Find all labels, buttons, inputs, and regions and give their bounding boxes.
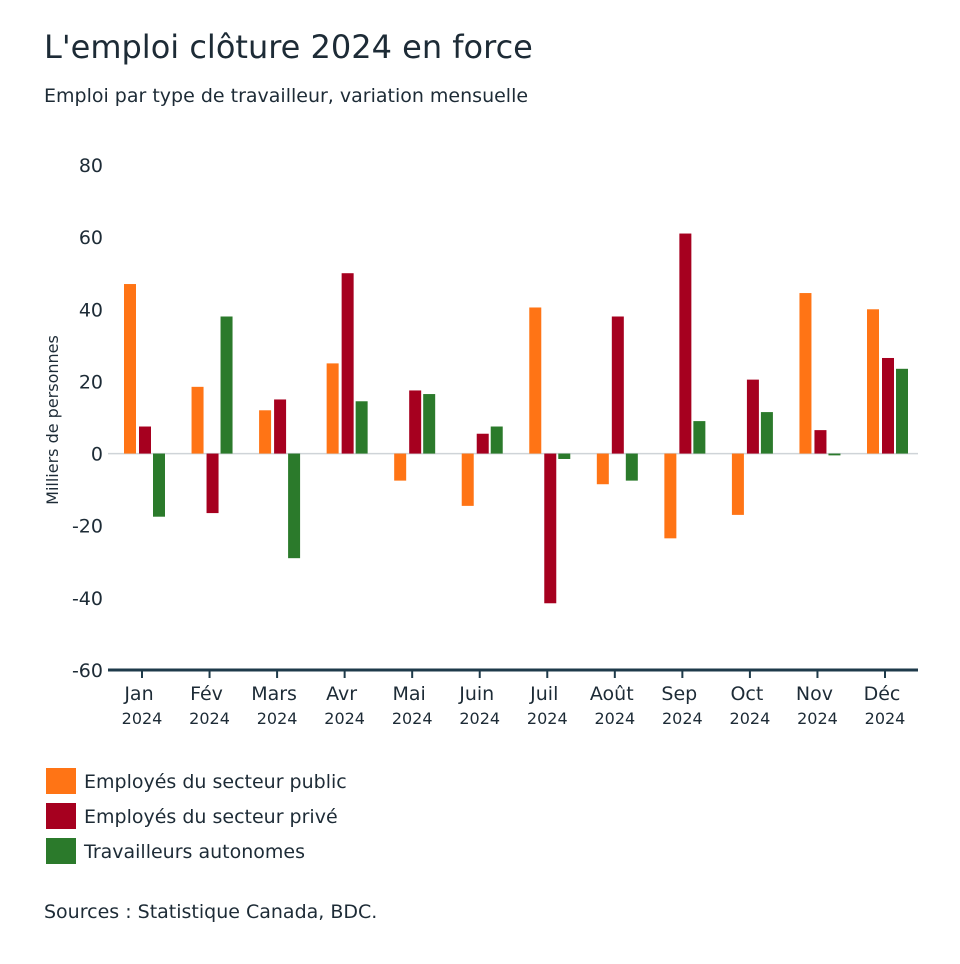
- legend-label: Employés du secteur public: [84, 771, 347, 793]
- bar: [558, 453, 571, 459]
- x-tick-label: Fév 2024: [189, 683, 230, 728]
- bar: [341, 273, 354, 454]
- legend-label: Travailleurs autonomes: [83, 841, 305, 863]
- bar: [490, 426, 503, 454]
- bar: [274, 399, 287, 454]
- legend-swatch: [46, 838, 76, 864]
- bar: [544, 453, 557, 604]
- bar: [814, 430, 827, 454]
- x-tick-label: Nov 2024: [796, 683, 839, 728]
- bar: [326, 363, 339, 454]
- bar: [139, 426, 151, 454]
- x-tick-label: Oct 2024: [730, 683, 771, 728]
- y-tick-label: -20: [72, 516, 103, 538]
- bar: [355, 401, 368, 454]
- bar: [664, 453, 677, 539]
- chart-subtitle: Emploi par type de travailleur, variatio…: [44, 85, 528, 107]
- bar: [596, 453, 609, 485]
- bar: [288, 453, 301, 559]
- bar: [206, 453, 219, 514]
- bar: [731, 453, 744, 515]
- bar: [882, 357, 894, 454]
- bar: [679, 233, 692, 454]
- x-tick-label: Jan 2024: [122, 683, 163, 728]
- bar: [220, 316, 233, 454]
- y-axis-label: Milliers de personnes: [43, 335, 62, 505]
- y-tick-label: -40: [72, 588, 103, 610]
- bar: [746, 379, 759, 454]
- y-tick-label: 20: [79, 371, 103, 393]
- bar: [529, 307, 542, 454]
- bar: [409, 390, 422, 454]
- legend-swatch: [46, 768, 76, 794]
- bar: [799, 293, 812, 454]
- y-tick-label: -60: [72, 660, 103, 682]
- bar: [625, 453, 638, 481]
- bar: [476, 433, 489, 454]
- bar: [611, 316, 624, 454]
- legend-swatch: [46, 803, 76, 829]
- bar: [896, 368, 908, 454]
- x-tick-label: Juin 2024: [458, 683, 500, 728]
- x-tick-label: Sep 2024: [661, 683, 703, 728]
- bar: [153, 453, 165, 517]
- y-tick-label: 80: [79, 155, 103, 177]
- bar: [124, 284, 136, 454]
- bar: [461, 453, 474, 506]
- x-tick-label: Mars 2024: [251, 683, 303, 728]
- x-tick-label: Avr 2024: [324, 683, 365, 728]
- chart-title: L'emploi clôture 2024 en force: [44, 28, 533, 66]
- y-tick-label: 40: [79, 299, 103, 321]
- x-tick-label: Déc 2024: [864, 683, 907, 728]
- bar: [191, 386, 204, 454]
- y-tick-label: 0: [91, 444, 103, 466]
- bar: [867, 309, 879, 454]
- legend-label: Employés du secteur privé: [84, 806, 338, 828]
- x-tick-label: Juil 2024: [527, 683, 568, 728]
- y-tick-label: 60: [79, 227, 103, 249]
- source: Sources : Statistique Canada, BDC.: [44, 901, 377, 923]
- bar: [828, 453, 841, 456]
- x-tick-label: Mai 2024: [392, 683, 433, 728]
- bar: [423, 394, 436, 454]
- bar: [760, 412, 773, 454]
- x-tick-label: Août 2024: [590, 683, 640, 728]
- bar: [693, 421, 706, 454]
- bar: [394, 453, 407, 481]
- bar: [259, 410, 272, 454]
